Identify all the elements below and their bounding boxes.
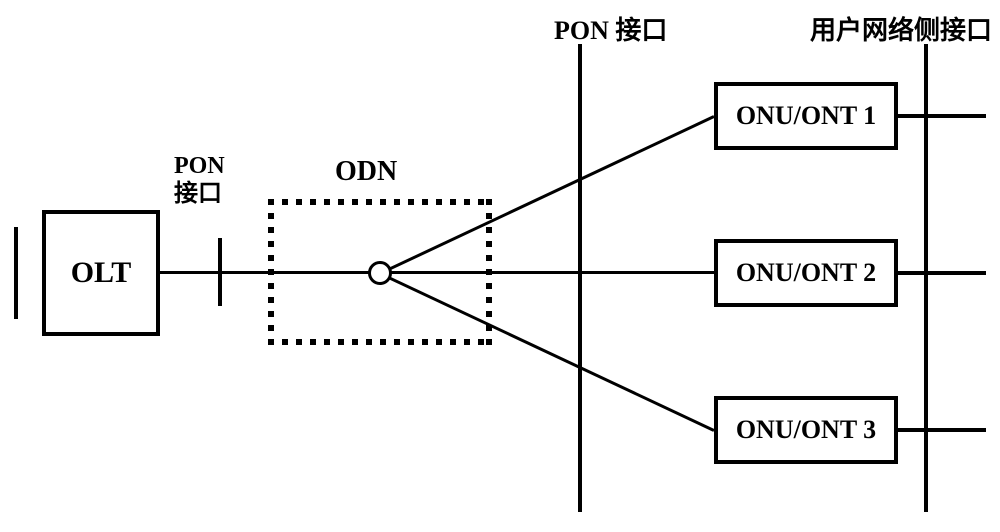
onu-stub-2 — [898, 271, 986, 275]
pon-interface-line — [578, 44, 582, 512]
user-interface-label: 用户网络侧接口 — [810, 10, 992, 47]
onu-stub-1 — [898, 114, 986, 118]
onu-box-1: ONU/ONT 1 — [714, 82, 898, 150]
splitter-circle — [368, 261, 392, 285]
branch-line-1 — [379, 115, 714, 275]
odn-label: ODN — [335, 156, 397, 188]
olt-pon-label-line1: PON — [174, 153, 225, 179]
onu-box-3: ONU/ONT 3 — [714, 396, 898, 464]
onu-label: ONU/ONT 1 — [736, 101, 876, 131]
olt-pon-label: PON 接口 — [174, 153, 225, 208]
pon-interface-label: PON 接口 — [554, 10, 667, 47]
onu-box-2: ONU/ONT 2 — [714, 239, 898, 307]
olt-pon-label-line2: 接口 — [174, 181, 222, 207]
trunk-line — [160, 271, 714, 274]
branch-line-3 — [379, 272, 714, 432]
onu-label: ONU/ONT 3 — [736, 415, 876, 445]
olt-label: OLT — [71, 256, 132, 290]
sni-left-bar — [14, 227, 18, 319]
onu-label: ONU/ONT 2 — [736, 258, 876, 288]
olt-box: OLT — [42, 210, 160, 336]
onu-stub-3 — [898, 428, 986, 432]
diagram-canvas: { "diagram": { "type": "network", "backg… — [0, 0, 1000, 532]
